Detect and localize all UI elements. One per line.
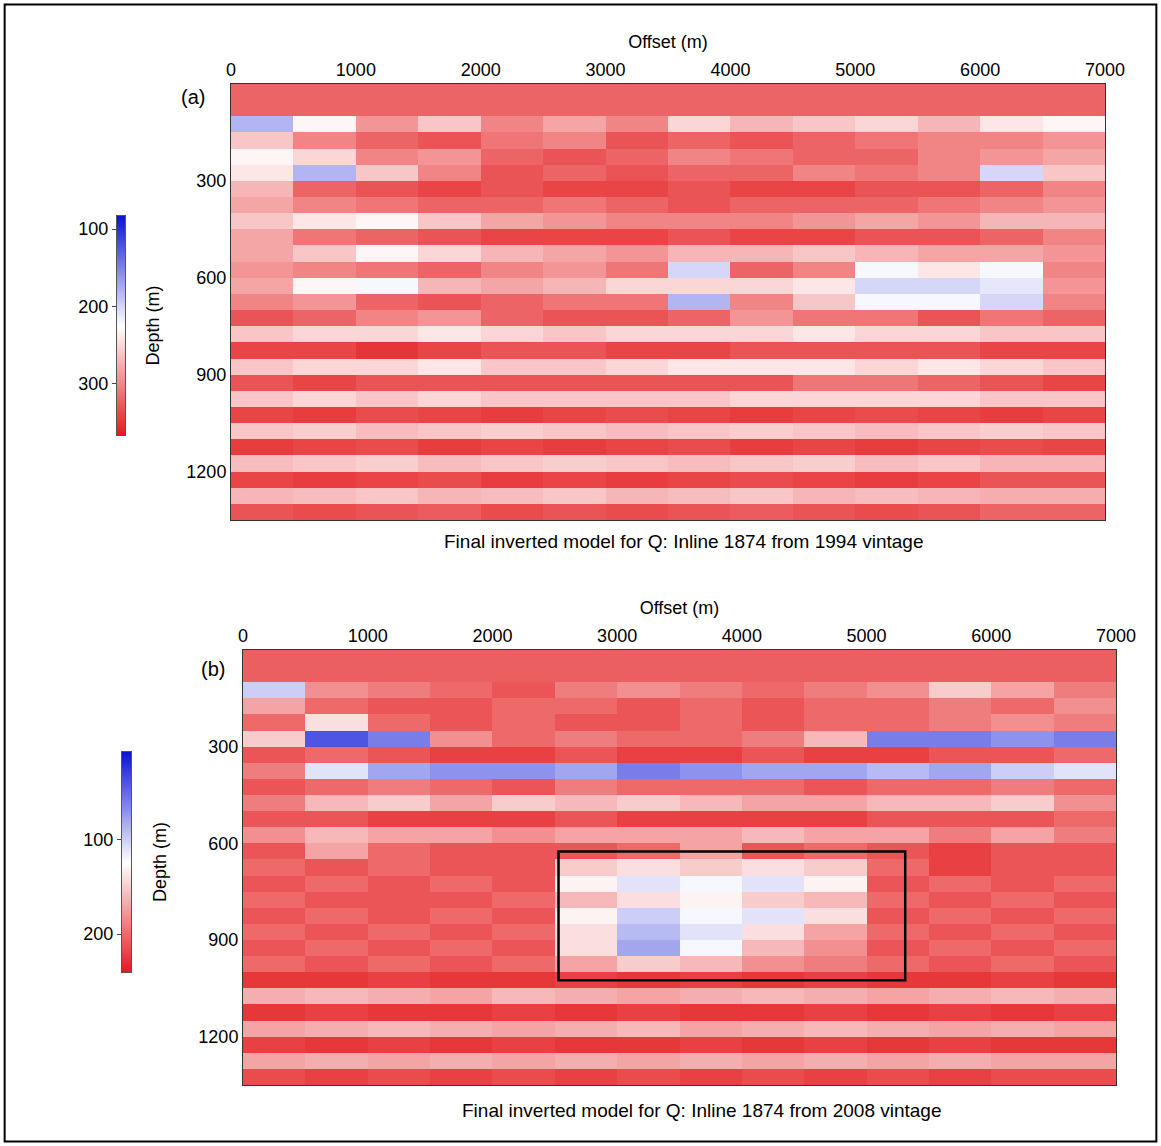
svg-text:4000: 4000 — [710, 60, 750, 80]
svg-text:100: 100 — [83, 830, 113, 850]
svg-text:7000: 7000 — [1085, 60, 1125, 80]
svg-text:0: 0 — [238, 626, 248, 646]
svg-text:6000: 6000 — [960, 60, 1000, 80]
svg-text:600: 600 — [196, 268, 226, 288]
svg-text:Depth (m): Depth (m) — [143, 285, 163, 365]
svg-text:0: 0 — [226, 60, 236, 80]
svg-text:3000: 3000 — [586, 60, 626, 80]
svg-text:2000: 2000 — [472, 626, 512, 646]
svg-text:1000: 1000 — [348, 626, 388, 646]
svg-text:Final inverted model for Q: In: Final inverted model for Q: Inline 1874 … — [462, 1100, 942, 1121]
svg-text:3000: 3000 — [597, 626, 637, 646]
svg-text:100: 100 — [78, 219, 108, 239]
svg-text:6000: 6000 — [971, 626, 1011, 646]
svg-text:200: 200 — [83, 924, 113, 944]
svg-text:7000: 7000 — [1096, 626, 1136, 646]
svg-text:600: 600 — [208, 834, 238, 854]
svg-text:900: 900 — [196, 365, 226, 385]
svg-text:(b): (b) — [201, 658, 225, 680]
svg-text:5000: 5000 — [835, 60, 875, 80]
svg-text:Offset (m): Offset (m) — [640, 598, 720, 618]
svg-text:900: 900 — [208, 930, 238, 950]
svg-text:1200: 1200 — [198, 1027, 238, 1047]
svg-text:300: 300 — [78, 374, 108, 394]
svg-text:2000: 2000 — [461, 60, 501, 80]
svg-text:200: 200 — [78, 297, 108, 317]
svg-text:300: 300 — [196, 171, 226, 191]
svg-text:(a): (a) — [181, 86, 205, 108]
svg-text:4000: 4000 — [722, 626, 762, 646]
svg-text:5000: 5000 — [847, 626, 887, 646]
svg-text:Final inverted model for Q: In: Final inverted model for Q: Inline 1874 … — [444, 531, 924, 552]
svg-text:Offset (m): Offset (m) — [628, 32, 708, 52]
svg-text:300: 300 — [208, 737, 238, 757]
svg-text:1000: 1000 — [336, 60, 376, 80]
svg-text:1200: 1200 — [186, 462, 226, 482]
svg-text:Depth (m): Depth (m) — [150, 822, 170, 902]
